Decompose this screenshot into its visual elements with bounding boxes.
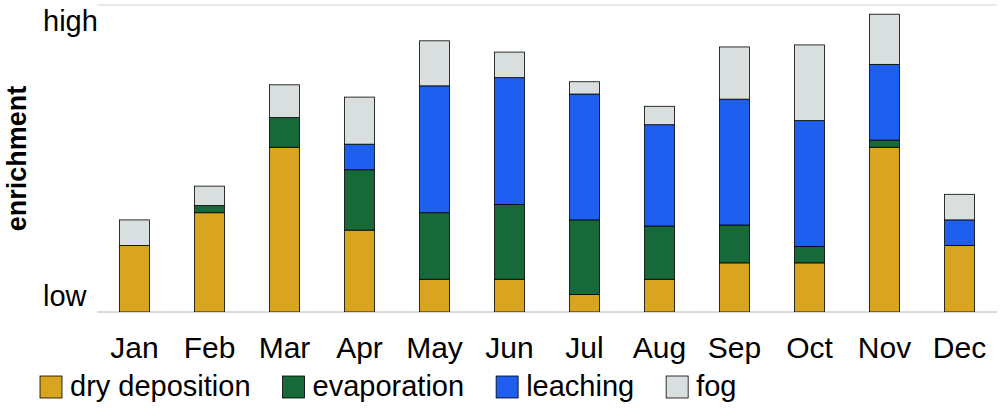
x-tick-label: Feb — [184, 331, 236, 364]
bar-segment — [420, 213, 450, 280]
legend-label: evaporation — [313, 370, 465, 402]
bar-segment — [270, 85, 300, 118]
bar-segment — [795, 263, 825, 312]
y-axis-title: enrichment — [2, 86, 32, 232]
bar-segment — [420, 279, 450, 312]
x-tick-label: Oct — [786, 331, 833, 364]
bar-segment — [720, 99, 750, 225]
bar-segment — [870, 140, 900, 147]
legend-swatch — [666, 376, 688, 398]
bar-segment — [795, 247, 825, 263]
legend-label: leaching — [526, 370, 634, 402]
baseline — [97, 312, 997, 313]
y-tick-label: low — [43, 280, 88, 312]
x-tick-label: Apr — [336, 331, 383, 364]
bar-segment — [345, 170, 375, 230]
bar-segment — [570, 295, 600, 312]
bar-segment — [945, 220, 975, 246]
x-tick-label: Dec — [933, 331, 986, 364]
bar-segment — [870, 14, 900, 64]
x-tick-label: Mar — [259, 331, 311, 364]
bar-segment — [945, 245, 975, 312]
bar-segment — [495, 205, 525, 280]
bar-segment — [270, 147, 300, 312]
bar-segment — [720, 225, 750, 263]
legend-label: dry deposition — [70, 370, 251, 402]
grid-line — [97, 5, 997, 6]
bar-segment — [270, 118, 300, 148]
bar-segment — [645, 106, 675, 124]
legend-swatch — [40, 376, 62, 398]
bar-segment — [720, 47, 750, 99]
bar-segment — [345, 230, 375, 312]
legend-swatch — [496, 376, 518, 398]
bar-segment — [345, 97, 375, 144]
bar-segment — [345, 144, 375, 170]
bar-segment — [870, 64, 900, 140]
bar-segment — [645, 279, 675, 312]
bar-segment — [495, 78, 525, 205]
bar-segment — [495, 52, 525, 78]
x-tick-label: May — [406, 331, 463, 364]
bar-segment — [195, 213, 225, 312]
bar-segment — [945, 194, 975, 220]
x-tick-label: Nov — [858, 331, 911, 364]
bar-segment — [570, 220, 600, 295]
bar-segment — [645, 226, 675, 279]
bar-segment — [795, 121, 825, 247]
bar-segment — [120, 245, 150, 312]
bar-segment — [420, 86, 450, 213]
legend-label: fog — [696, 370, 736, 402]
x-tick-label: Jun — [485, 331, 533, 364]
bar-segment — [120, 220, 150, 246]
x-tick-label: Aug — [633, 331, 686, 364]
x-tick-label: Jul — [565, 331, 603, 364]
bar-segment — [645, 125, 675, 226]
bar-segment — [720, 263, 750, 312]
bar-segment — [795, 45, 825, 121]
bar-segment — [495, 279, 525, 312]
bar-segment — [570, 82, 600, 94]
x-tick-label: Sep — [708, 331, 761, 364]
bar-segment — [420, 41, 450, 86]
bars — [120, 14, 975, 312]
bar-segment — [195, 206, 225, 213]
x-tick-label: Jan — [110, 331, 158, 364]
y-tick-label: high — [43, 5, 98, 37]
bar-segment — [195, 186, 225, 205]
bar-segment — [870, 147, 900, 312]
legend-swatch — [283, 376, 305, 398]
bar-segment — [570, 94, 600, 220]
grid-line — [97, 312, 997, 313]
chart: low high enrichment Jan Feb Mar Apr May Jun Jul Au… — [0, 0, 1000, 417]
